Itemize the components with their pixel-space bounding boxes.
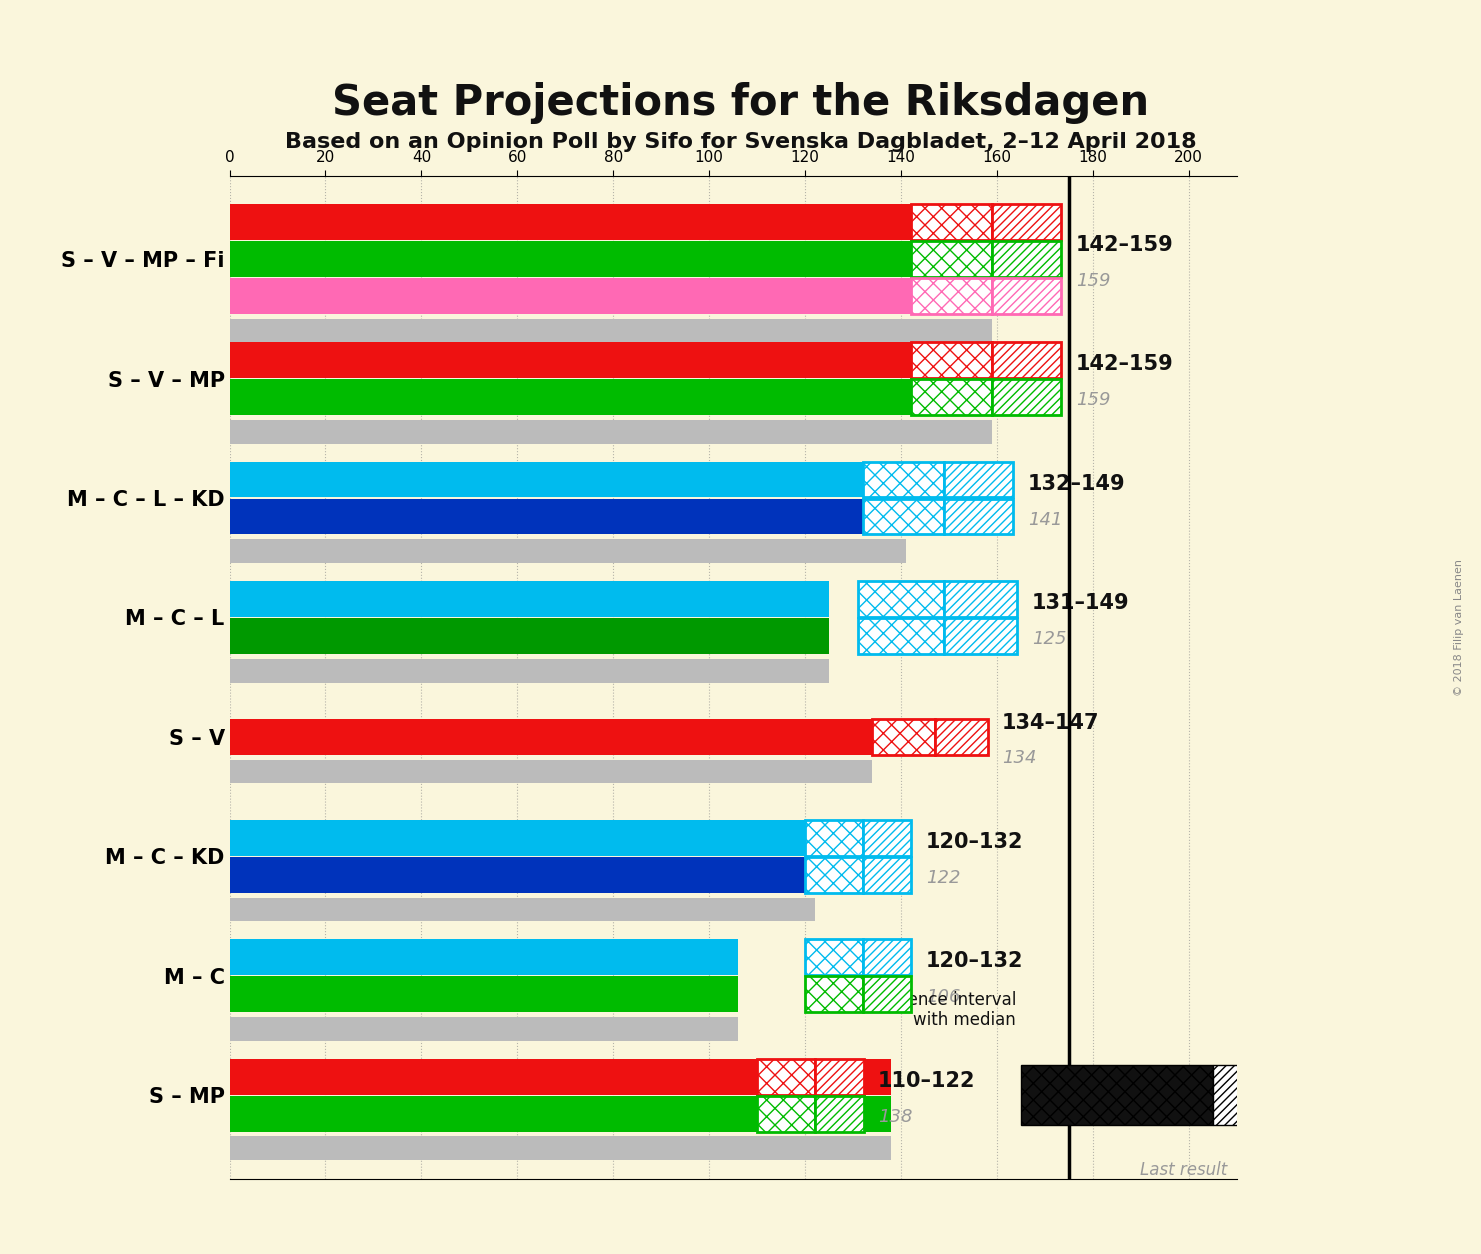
- Bar: [911, 342, 992, 377]
- Bar: [862, 856, 911, 893]
- Bar: [230, 319, 992, 342]
- Bar: [230, 342, 992, 377]
- Bar: [992, 278, 1062, 314]
- Bar: [806, 977, 862, 1012]
- Bar: [992, 241, 1062, 277]
- Bar: [806, 820, 862, 855]
- Bar: [862, 820, 911, 855]
- Bar: [230, 1096, 892, 1131]
- Text: 95% confidence interval
with median: 95% confidence interval with median: [815, 991, 1016, 1030]
- Text: 122: 122: [926, 869, 960, 887]
- Bar: [857, 581, 943, 617]
- Bar: [230, 618, 829, 653]
- Bar: [911, 278, 992, 314]
- Bar: [230, 719, 872, 755]
- Bar: [862, 461, 943, 498]
- Text: 120–132: 120–132: [926, 831, 1023, 851]
- Bar: [911, 241, 992, 277]
- Bar: [230, 539, 906, 563]
- Bar: [935, 719, 988, 755]
- Text: 159: 159: [1075, 391, 1111, 409]
- Bar: [992, 379, 1062, 415]
- Bar: [230, 420, 992, 444]
- Text: © 2018 Filip van Laenen: © 2018 Filip van Laenen: [1454, 558, 1463, 696]
- Bar: [862, 499, 943, 534]
- Bar: [992, 342, 1062, 377]
- Bar: [872, 719, 935, 755]
- Text: 125: 125: [1032, 630, 1066, 648]
- Text: 134: 134: [1001, 750, 1037, 767]
- Bar: [911, 204, 992, 240]
- Text: 106: 106: [926, 988, 960, 1006]
- Text: 110–122: 110–122: [878, 1071, 976, 1091]
- Bar: [815, 1058, 863, 1095]
- Bar: [757, 1058, 815, 1095]
- Bar: [230, 977, 738, 1012]
- Bar: [230, 1017, 738, 1041]
- Text: 142–159: 142–159: [1075, 355, 1173, 374]
- Bar: [230, 581, 829, 617]
- Text: Based on an Opinion Poll by Sifo for Svenska Dagbladet, 2–12 April 2018: Based on an Opinion Poll by Sifo for Sve…: [284, 132, 1197, 152]
- Text: 131–149: 131–149: [1032, 593, 1130, 613]
- Bar: [230, 658, 829, 682]
- Bar: [230, 856, 815, 893]
- Bar: [230, 760, 872, 784]
- Text: 138: 138: [878, 1107, 912, 1126]
- Bar: [230, 1136, 892, 1160]
- Bar: [815, 1096, 863, 1131]
- Bar: [857, 618, 943, 653]
- Bar: [1213, 1066, 1346, 1125]
- Bar: [992, 204, 1062, 240]
- Bar: [230, 939, 738, 976]
- Bar: [230, 1058, 892, 1095]
- Bar: [943, 499, 1013, 534]
- Bar: [862, 939, 911, 976]
- Bar: [943, 618, 1017, 653]
- Bar: [230, 278, 992, 314]
- Bar: [862, 977, 911, 1012]
- Bar: [943, 581, 1017, 617]
- Bar: [230, 898, 815, 922]
- Bar: [911, 379, 992, 415]
- Bar: [230, 241, 992, 277]
- Text: 120–132: 120–132: [926, 952, 1023, 972]
- Text: 134–147: 134–147: [1001, 712, 1099, 732]
- Bar: [230, 379, 992, 415]
- Bar: [943, 461, 1013, 498]
- Text: 159: 159: [1075, 272, 1111, 290]
- Bar: [230, 461, 906, 498]
- Bar: [230, 820, 815, 855]
- Bar: [230, 204, 992, 240]
- Bar: [757, 1096, 815, 1131]
- Bar: [1020, 1066, 1213, 1125]
- Bar: [230, 499, 906, 534]
- Text: 142–159: 142–159: [1075, 234, 1173, 255]
- Bar: [806, 856, 862, 893]
- Bar: [806, 939, 862, 976]
- Text: 132–149: 132–149: [1028, 474, 1126, 494]
- Text: Last result: Last result: [1140, 1161, 1228, 1179]
- Text: Seat Projections for the Riksdagen: Seat Projections for the Riksdagen: [332, 82, 1149, 123]
- Text: 141: 141: [1028, 510, 1062, 528]
